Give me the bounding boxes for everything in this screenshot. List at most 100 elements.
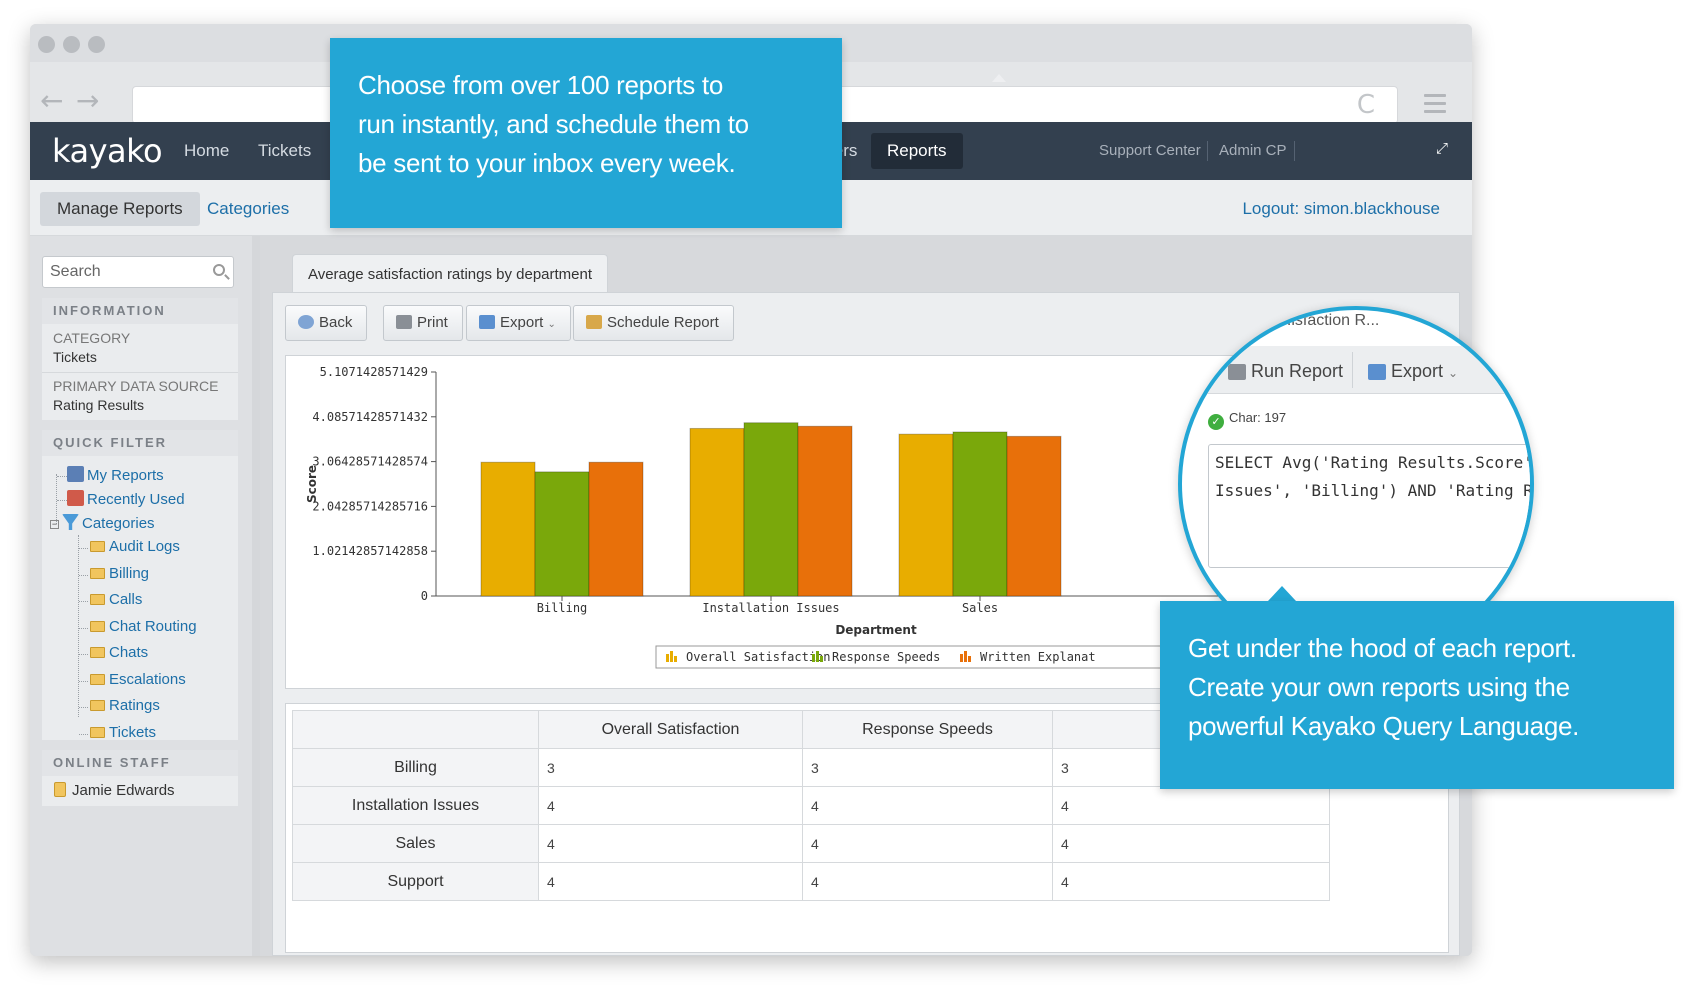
tree-item-label: Tickets xyxy=(109,723,156,741)
tab-categories[interactable]: Categories xyxy=(207,199,290,218)
logout-link[interactable]: Logout: simon.blackhouse xyxy=(1242,199,1440,218)
table-row: Support 4 4 4 xyxy=(292,862,1330,901)
data-source-value: Rating Results xyxy=(53,397,145,413)
nav-home[interactable]: Home xyxy=(184,141,230,160)
y-tick-label: 0 xyxy=(421,589,428,603)
legend-label: Overall Satisfaction xyxy=(686,650,831,664)
staff-user-icon xyxy=(54,782,66,797)
callout-kql: Get under the hood of each report. Creat… xyxy=(1160,601,1674,789)
browser-menu-icon[interactable] xyxy=(1424,94,1446,118)
chevron-down-icon: ⌄ xyxy=(547,319,556,330)
minimize-window-button[interactable] xyxy=(63,36,80,53)
table-cell: 4 xyxy=(802,862,1053,901)
table-cell: 4 xyxy=(1052,862,1330,901)
callout-line: run instantly, and schedule them to xyxy=(358,109,749,139)
folder-icon xyxy=(90,541,105,552)
tree-item-label: Chat Routing xyxy=(109,617,197,635)
recently-used-icon xyxy=(67,490,84,506)
kql-editor[interactable]: SELECT Avg('Rating Results.Score' Issues'… xyxy=(1208,444,1533,568)
kayako-logo[interactable]: kayako xyxy=(52,132,163,170)
run-report-button[interactable]: Run Report xyxy=(1228,352,1343,390)
chart-bar xyxy=(952,431,1008,597)
kql-code-line: Issues', 'Billing') AND 'Rating R xyxy=(1215,481,1533,500)
search-input[interactable]: Search xyxy=(42,256,234,288)
tree-item-label: Recently Used xyxy=(87,491,185,508)
kql-panel: ...isfaction R... Run Report Export ⌄ ✓ C… xyxy=(1182,310,1530,658)
tree-item-label: Billing xyxy=(109,564,150,582)
reload-icon[interactable]: C xyxy=(1356,90,1375,120)
tree-item-category[interactable]: Chats xyxy=(90,644,148,661)
run-report-icon xyxy=(1228,364,1246,380)
external-link-icon[interactable]: ⤢ xyxy=(1435,140,1448,157)
nav-separator xyxy=(1207,141,1208,161)
nav-support-center[interactable]: Support Center xyxy=(1099,142,1201,159)
staff-member[interactable]: Jamie Edwards xyxy=(42,782,238,799)
maximize-window-button[interactable] xyxy=(88,36,105,53)
chart-bar xyxy=(588,461,644,597)
table-cell: 4 xyxy=(802,824,1053,863)
chart-bar xyxy=(797,425,853,597)
back-icon xyxy=(298,315,314,329)
nav-tickets[interactable]: Tickets xyxy=(258,141,312,160)
callout-line: Get under the hood of each report. xyxy=(1188,633,1577,663)
schedule-label: Schedule Report xyxy=(607,314,719,331)
nav-reports[interactable]: Reports xyxy=(871,133,963,169)
tree-item-label: Chats xyxy=(109,644,149,661)
tree-connector xyxy=(79,627,88,629)
tree-item-label: Escalations xyxy=(109,670,186,688)
forward-arrow-icon[interactable]: → xyxy=(76,84,100,117)
category-label: CATEGORY xyxy=(53,330,131,346)
close-window-button[interactable] xyxy=(38,36,55,53)
chart-bar xyxy=(480,461,536,597)
tree-item-categories[interactable]: − Categories xyxy=(50,514,155,532)
tree-connector xyxy=(79,733,88,735)
kql-export-label: Export xyxy=(1391,361,1444,381)
tree-connector xyxy=(79,654,88,655)
chart-bar xyxy=(534,471,590,597)
row-label: Sales xyxy=(292,824,539,863)
tree-item-category[interactable]: Tickets xyxy=(90,724,156,741)
tree-item-recently-used[interactable]: Recently Used xyxy=(67,490,185,508)
calendar-icon xyxy=(586,315,602,329)
chart-bar xyxy=(743,422,799,597)
print-button[interactable]: Print xyxy=(383,305,463,341)
results-table-panel: Overall Satisfaction Response Speeds Bil… xyxy=(285,703,1449,953)
folder-icon xyxy=(90,567,105,579)
x-tick-label: Installation Issues xyxy=(702,601,839,615)
back-label: Back xyxy=(319,314,353,331)
back-arrow-icon[interactable]: ← xyxy=(40,84,64,117)
table-cell: 4 xyxy=(802,786,1053,825)
table-cell: 4 xyxy=(538,786,803,825)
information-heading: INFORMATION xyxy=(42,298,238,324)
tree-item-category[interactable]: Audit Logs xyxy=(90,538,180,555)
tree-item-category[interactable]: Billing xyxy=(90,565,149,582)
tree-item-label: Calls xyxy=(109,591,143,608)
column-header[interactable]: Overall Satisfaction xyxy=(538,710,803,749)
collapse-icon[interactable]: − xyxy=(50,519,59,529)
table-body: Billing 3 3 3 Installation Issues 4 4 4 Sales 4 4 4… xyxy=(292,748,1330,901)
chart-bar xyxy=(689,427,745,597)
tree-item-category[interactable]: Chat Routing xyxy=(90,618,197,635)
nav-admin-cp[interactable]: Admin CP xyxy=(1219,142,1287,159)
legend-icon xyxy=(960,654,963,662)
back-button[interactable]: Back xyxy=(285,305,368,341)
chart-bar xyxy=(1006,435,1062,597)
tree-item-category[interactable]: Escalations xyxy=(90,671,186,688)
char-count-label: Char: 197 xyxy=(1229,410,1287,425)
tree-item-category[interactable]: Ratings xyxy=(90,697,160,714)
search-icon[interactable] xyxy=(213,264,225,276)
category-value: Tickets xyxy=(53,349,97,365)
folder-icon xyxy=(90,673,105,685)
bar-chart: 5.1071428571429 4.08571428571432 3.0642857… xyxy=(305,365,1436,669)
table-cell: 3 xyxy=(538,748,803,787)
tab-manage-reports[interactable]: Manage Reports xyxy=(40,192,200,226)
column-header[interactable]: Response Speeds xyxy=(802,710,1053,749)
export-button[interactable]: Export ⌄ xyxy=(466,305,571,341)
tree-connector xyxy=(57,476,67,477)
legend-label: Written Explanat xyxy=(980,650,1096,664)
report-tab[interactable]: Average satisfaction ratings by departme… xyxy=(292,254,608,294)
tree-item-my-reports[interactable]: My Reports xyxy=(67,466,164,484)
kql-export-button[interactable]: Export ⌄ xyxy=(1368,352,1458,390)
schedule-report-button[interactable]: Schedule Report xyxy=(573,305,734,341)
tree-item-category[interactable]: Calls xyxy=(90,591,142,608)
